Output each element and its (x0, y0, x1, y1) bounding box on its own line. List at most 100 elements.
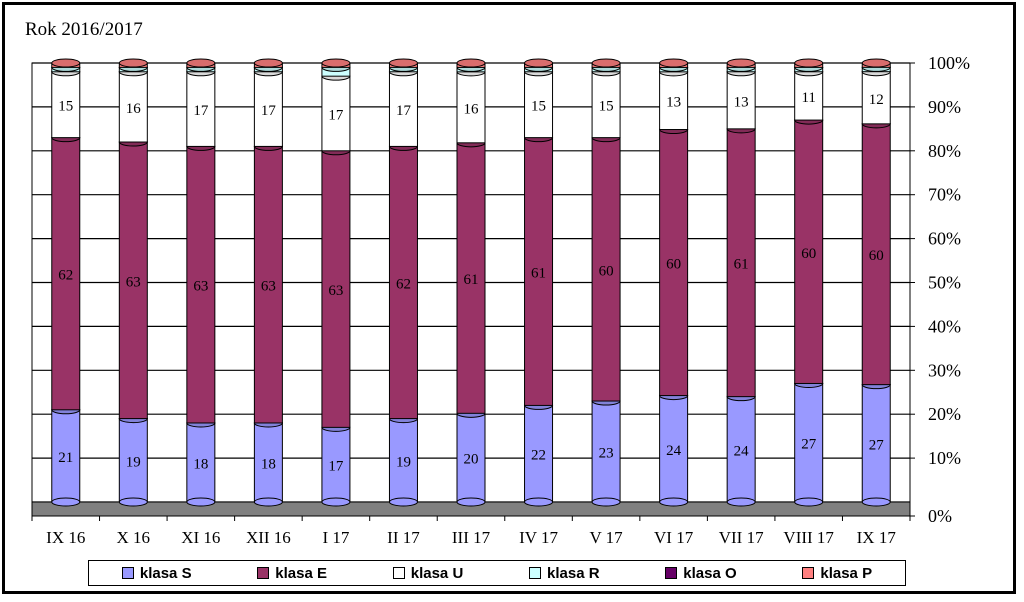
data-label: 22 (531, 448, 546, 464)
bar-base (659, 497, 689, 507)
bar-base (321, 497, 351, 507)
data-label: 19 (126, 454, 141, 470)
data-label: 63 (261, 279, 276, 295)
bar-segment (51, 409, 81, 503)
legend-item: klasa E (257, 565, 327, 582)
legend-label: klasa R (547, 564, 600, 582)
data-label: 60 (599, 263, 614, 279)
chart-plot: 0% 10% 20% 30% 40% 50% 60% 70% 80% 90% 100% IX 16 X … (31, 53, 970, 547)
x-tick-label: XI 16 (181, 528, 220, 547)
legend-item: klasa P (802, 565, 872, 582)
legend-item: klasa R (529, 565, 600, 582)
x-tick-label: V 17 (589, 528, 623, 547)
legend-item: klasa S (121, 564, 192, 582)
data-label: 60 (869, 248, 884, 264)
bar-segment (51, 71, 81, 139)
x-tick-label: I 17 (322, 528, 349, 547)
x-tick-label: IV 17 (519, 528, 558, 547)
x-tick-label: VI 17 (654, 528, 694, 547)
y-tick-label: 10% (928, 448, 961, 468)
bar-segment (253, 145, 283, 424)
bar-segment-cap (524, 58, 554, 68)
bar-segment-cap (51, 58, 81, 68)
bar-segment (253, 71, 283, 147)
data-label: 13 (666, 95, 681, 111)
data-label: 27 (869, 437, 885, 453)
y-tick-label: 50% (928, 273, 961, 293)
legend-label: klasa P (820, 564, 873, 582)
bar-segment (388, 71, 418, 147)
data-label: 24 (734, 443, 750, 459)
y-tick-label: 20% (928, 404, 961, 424)
bar-base (591, 497, 621, 507)
y-tick-label: 60% (928, 229, 961, 249)
bar-segment (861, 71, 891, 125)
bar-segment-cap (321, 58, 351, 68)
bar-segment (51, 137, 81, 411)
bar-segment-cap (794, 58, 824, 68)
bar-segment (456, 71, 486, 144)
bar-segment-cap (591, 58, 621, 68)
bar-segment (726, 71, 756, 130)
data-label: 62 (396, 277, 411, 293)
data-label: 61 (464, 272, 479, 288)
data-label: 61 (734, 257, 749, 273)
bar-segment (591, 71, 621, 139)
x-tick-label: IX 16 (46, 528, 85, 547)
bar-base (186, 497, 216, 507)
data-label: 18 (193, 456, 208, 472)
bar-segment (591, 400, 621, 503)
bar-segment-cap (861, 58, 891, 68)
y-tick-label: 80% (928, 141, 961, 161)
bar-segment (456, 412, 486, 503)
bar-segment (591, 137, 621, 402)
legend-item: klasa O (665, 564, 737, 582)
data-label: 21 (58, 450, 73, 466)
x-tick-label: VIII 17 (783, 528, 834, 547)
data-label: 17 (396, 103, 412, 119)
data-label: 27 (801, 437, 817, 453)
legend-label: klasa S (139, 564, 192, 582)
bar-segment (321, 150, 351, 428)
bar-base (118, 497, 148, 507)
y-tick-label: 30% (928, 360, 961, 380)
legend: klasa S klasa E klasa U klasa R klasa O klasa… (88, 560, 906, 586)
bar-base (861, 497, 891, 507)
bar-segment-cap (118, 58, 148, 68)
data-label: 24 (666, 443, 682, 459)
bar-segment-cap (456, 58, 486, 68)
data-label: 62 (58, 268, 73, 284)
bar-base (51, 497, 81, 507)
legend-label: klasa U (410, 564, 464, 582)
data-label: 15 (58, 99, 73, 115)
data-label: 16 (126, 101, 142, 117)
data-label: 17 (193, 103, 209, 119)
x-tick-label: III 17 (452, 528, 491, 547)
data-label: 17 (261, 103, 277, 119)
x-tick-label: II 17 (387, 528, 420, 547)
bar-segment-cap (726, 58, 756, 68)
data-label: 13 (734, 94, 749, 110)
data-label: 63 (126, 274, 141, 290)
x-tick-label: X 16 (117, 528, 151, 547)
legend-label: klasa O (683, 564, 737, 582)
data-label: 18 (261, 456, 276, 472)
data-label: 61 (531, 266, 546, 282)
bar-base (253, 497, 283, 507)
data-label: 15 (531, 99, 546, 115)
bar-base (794, 497, 824, 507)
bar-segment (659, 71, 689, 131)
data-label: 12 (869, 92, 884, 108)
y-tick-label: 0% (928, 506, 952, 526)
y-tick-label: 40% (928, 316, 961, 336)
y-tick-label: 90% (928, 97, 961, 117)
data-label: 60 (666, 257, 681, 273)
bar-segment-cap (659, 58, 689, 68)
bar-segment-cap (388, 58, 418, 68)
bar-segment (794, 71, 824, 121)
bar-segment (118, 141, 148, 420)
chart-title: Rok 2016/2017 (25, 19, 143, 40)
bar-segment (794, 119, 824, 384)
bar-segment (659, 129, 689, 397)
data-label: 11 (801, 90, 815, 106)
